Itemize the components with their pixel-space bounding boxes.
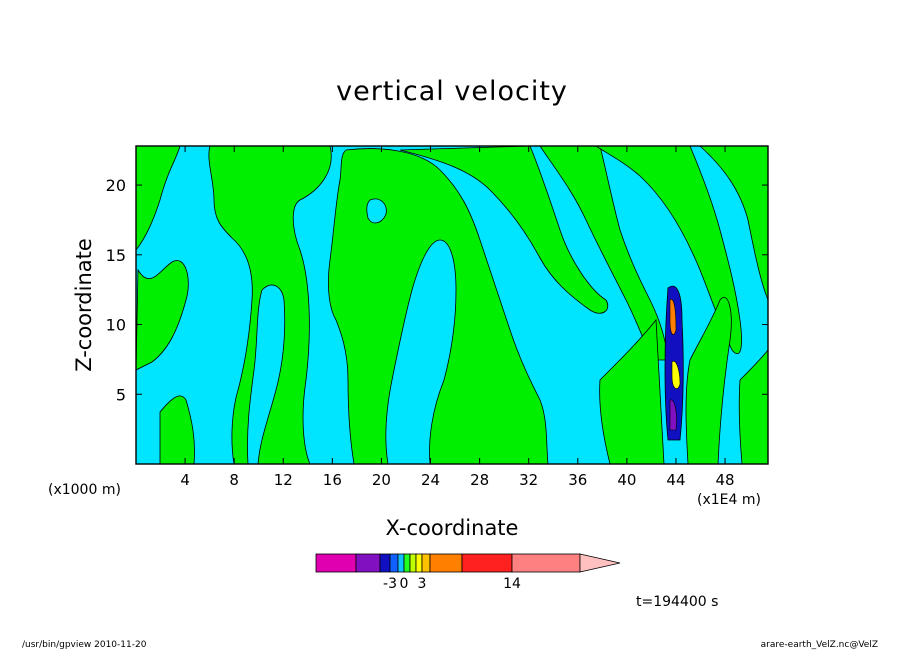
x-tick-label: 20 (372, 471, 391, 489)
colorbar-segment (409, 553, 417, 573)
downdraft-region (247, 284, 286, 464)
colorbar-segment (397, 553, 405, 573)
y-axis-ticks: 5 10 15 20 (106, 176, 768, 404)
x-tick-label: 12 (274, 471, 293, 489)
x-tick-label: 4 (180, 471, 190, 489)
x-tick-label: 8 (229, 471, 239, 489)
colorbar-tick-label: -3 (383, 576, 397, 592)
y-tick-label: 5 (116, 385, 126, 404)
plume-region (136, 146, 181, 251)
x-axis-unit-left: (x1000 m) (48, 482, 121, 498)
x-tick-label: 44 (666, 471, 685, 489)
colorbar-segment (379, 553, 391, 573)
x-tick-label: 32 (519, 471, 538, 489)
colorbar-segment (315, 553, 357, 573)
colorbar-segment (429, 553, 463, 573)
x-tick-label: 40 (617, 471, 636, 489)
colorbar-arrow (579, 553, 621, 573)
plume-region (595, 146, 742, 355)
updraft-core (664, 285, 684, 441)
core-contour (671, 360, 681, 389)
colorbar-segment (461, 553, 513, 573)
footer-left: /usr/bin/gpview 2010-11-20 (22, 640, 147, 650)
x-tick-label: 28 (470, 471, 489, 489)
core-contour (669, 399, 677, 431)
plume-region (699, 146, 768, 301)
x-axis-label: X-coordinate (385, 516, 519, 540)
x-tick-label: 36 (568, 471, 587, 489)
y-tick-label: 10 (106, 316, 126, 335)
colorbar-segment (511, 553, 581, 573)
x-axis-ticks: 4 8 12 16 20 24 28 32 36 40 44 48 (180, 146, 735, 489)
downdraft-region (366, 198, 387, 224)
plume-region (399, 146, 609, 314)
colorbar-segment (389, 553, 399, 573)
plume-region (738, 349, 768, 464)
core-contour (669, 299, 677, 335)
footer-right: arare-earth_VelZ.nc@VelZ (760, 640, 878, 650)
colorbar-tick-label: 3 (418, 576, 427, 592)
colorbar-tick-label: 0 (400, 576, 409, 592)
x-tick-label: 24 (421, 471, 440, 489)
plot-frame (135, 145, 769, 465)
colorbar-segment (415, 553, 423, 573)
velocity-field (136, 146, 768, 464)
colorbar-segment (403, 553, 411, 573)
plume-region (328, 148, 549, 464)
x-tick-label: 48 (716, 471, 735, 489)
time-label: t=194400 s (636, 594, 719, 610)
plume-region (136, 260, 189, 371)
colorbar-segment (421, 553, 431, 573)
plume-region (599, 318, 665, 464)
colorbar-tick-label: 14 (503, 576, 521, 592)
chart-title: vertical velocity (336, 76, 568, 107)
colorbar-segment (355, 553, 381, 573)
plume-region (159, 395, 195, 464)
y-tick-label: 20 (106, 176, 126, 195)
y-tick-label: 15 (106, 246, 126, 265)
x-axis-unit-right: (x1E4 m) (697, 492, 761, 508)
plume-region (685, 297, 732, 464)
x-tick-label: 16 (323, 471, 342, 489)
colorbar: -3 0 3 14 (315, 553, 621, 592)
